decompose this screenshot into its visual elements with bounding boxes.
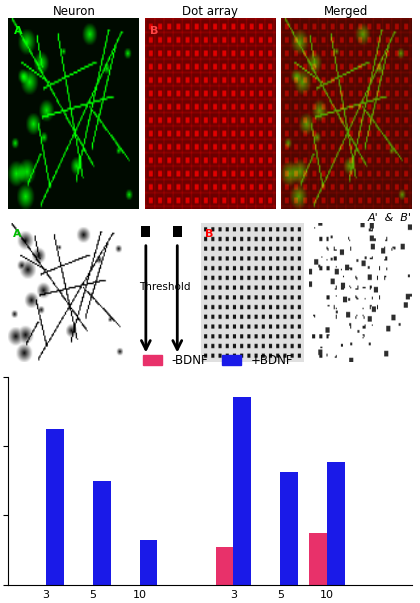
Bar [327, 462, 345, 585]
Bar [215, 547, 234, 585]
Bar [140, 540, 158, 585]
Legend: -BDNF, +BDNF: -BDNF, +BDNF [138, 349, 298, 371]
Bar [93, 481, 110, 585]
Title: Dot array: Dot array [182, 5, 238, 18]
Bar [46, 429, 64, 585]
Polygon shape [173, 226, 182, 237]
Title: Merged: Merged [324, 5, 368, 18]
Title: Neuron: Neuron [52, 5, 95, 18]
Text: Threshold: Threshold [139, 282, 190, 292]
Text: A: A [13, 26, 22, 36]
Bar [310, 533, 327, 585]
Polygon shape [142, 226, 150, 237]
Text: A: A [13, 229, 22, 239]
Text: A'  &  B': A' & B' [368, 213, 412, 223]
Text: B: B [150, 26, 158, 36]
Bar [280, 472, 298, 585]
Text: B: B [205, 229, 213, 239]
Bar [234, 397, 251, 585]
